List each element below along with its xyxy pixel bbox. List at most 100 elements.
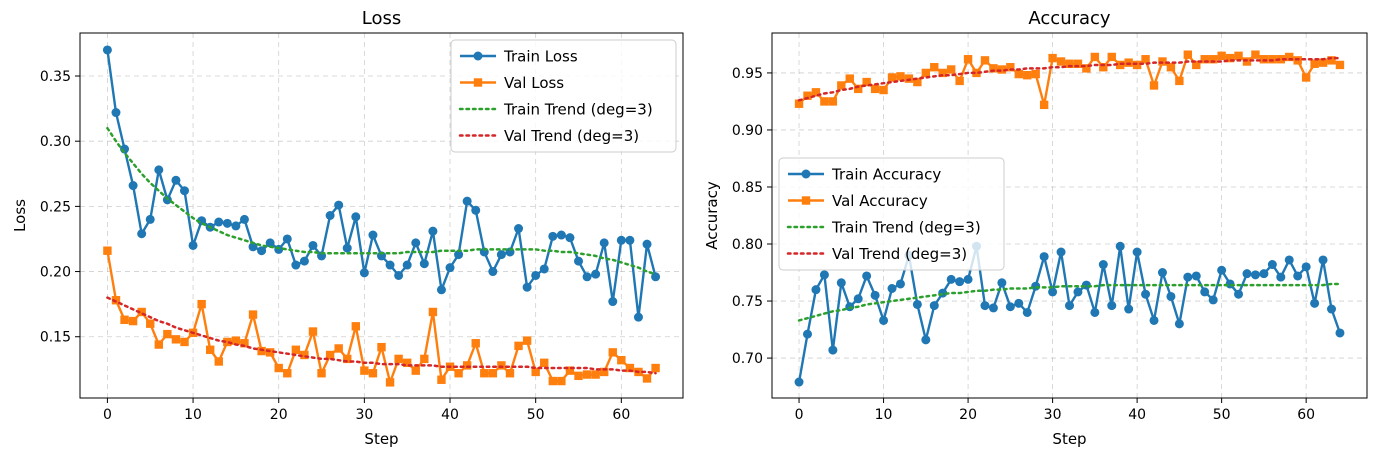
data-point [1335,60,1345,70]
data-point [625,363,635,373]
data-point [946,65,956,74]
data-point [496,250,506,260]
plot-area [794,50,1345,387]
series-line [797,56,1342,102]
data-point [930,63,939,72]
data-point [214,217,224,227]
data-point [342,243,352,253]
data-point [642,239,652,249]
data-point [488,267,498,277]
data-point [1225,53,1235,63]
data-point [642,374,652,383]
chart-title: Accuracy [1028,8,1111,29]
y-tick-label: 0.70 [732,351,763,367]
data-point [988,303,998,313]
data-point [820,97,829,106]
data-point [146,319,155,328]
legend-marker [801,196,811,205]
legend-label: Train Trend (deg=3) [831,219,981,237]
data-point [582,370,592,379]
data-point [462,196,472,206]
y-tick-label: 0.90 [732,123,763,139]
data-point [1149,315,1159,325]
data-point [921,335,931,345]
data-point [265,238,275,248]
data-point [997,278,1007,288]
y-tick-label: 0.30 [40,134,71,150]
data-point [591,370,600,379]
data-point [291,260,301,270]
data-point [1014,69,1023,79]
data-point [1149,81,1159,90]
data-point [137,229,147,239]
data-point [557,376,566,386]
data-point [574,256,584,266]
x-tick-label: 0 [795,407,804,423]
data-point [1327,304,1337,314]
legend-label: Val Accuracy [832,192,928,210]
data-point [308,240,318,250]
data-point [248,310,258,319]
data-point [411,238,421,248]
data-point [565,366,575,375]
data-point [1166,291,1176,301]
data-point [963,274,973,284]
data-point [1141,289,1151,299]
data-point [548,376,558,386]
data-point [862,271,872,281]
data-point [428,226,438,236]
data-point [828,97,838,106]
data-point [145,214,155,224]
data-point [879,85,888,95]
data-point [163,329,172,339]
data-point [574,371,583,381]
data-point [929,301,939,311]
data-point [870,84,880,94]
data-point [608,297,618,307]
data-point [402,260,412,270]
data-point [879,315,889,325]
axes-frame [771,32,1368,399]
data-point [1284,255,1294,265]
data-point [359,268,369,278]
data-point [1107,301,1117,311]
legend-label: Val Loss [504,74,564,92]
data-point [989,64,998,73]
data-point [299,256,309,266]
data-point [197,299,206,309]
data-point [1056,57,1066,66]
data-point [1318,255,1328,265]
data-point [1183,272,1193,282]
legend-label: Val Trend (deg=3) [504,127,639,145]
data-point [1166,63,1176,72]
data-point [334,344,343,353]
data-point [1267,260,1277,270]
data-point [887,284,897,293]
data-point [599,367,609,377]
legend-box [450,39,677,153]
x-tick-label: 30 [1044,407,1062,423]
data-point [343,354,352,364]
data-point [120,315,129,324]
data-point [854,84,863,94]
data-point [1175,76,1184,86]
data-point [870,290,880,300]
data-point [385,378,395,387]
data-point [1023,71,1032,80]
chart-panel-2: 0 10 20 30 40 50 60 0.70 0.75 0.80 0.85 0.90 0.95 Acc… [703,8,1368,448]
data-point [1098,260,1108,270]
data-point [257,246,267,256]
data-point [128,181,138,191]
data-point [1310,298,1320,308]
series-line [797,282,1342,322]
data-point [334,200,344,210]
data-point [802,329,812,339]
data-point [540,358,549,368]
data-point [836,278,846,288]
data-point [837,81,846,90]
data-point [853,294,863,304]
legend-label: Val Trend (deg=3) [832,245,967,263]
data-point [368,369,378,378]
data-point [462,361,472,370]
data-point [1031,69,1040,79]
